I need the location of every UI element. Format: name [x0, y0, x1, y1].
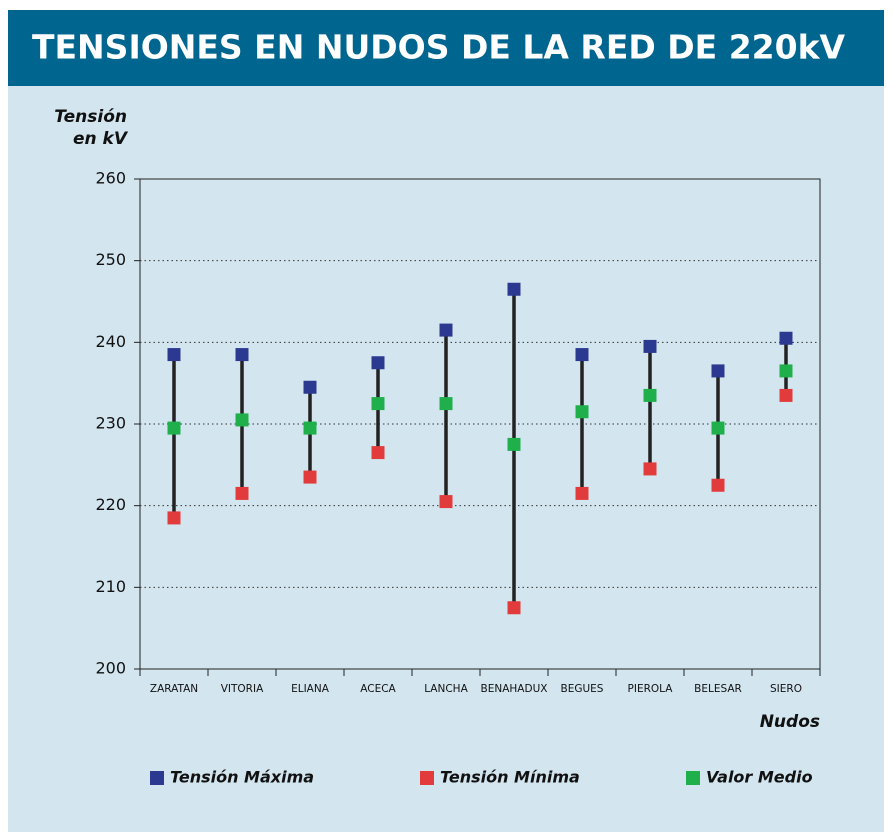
legend-swatch — [420, 771, 434, 785]
marker — [575, 405, 589, 419]
y-axis-label: Tensión — [54, 107, 127, 127]
legend-swatch — [150, 771, 164, 785]
marker — [303, 380, 317, 394]
title-bar — [8, 10, 884, 86]
marker — [507, 282, 521, 296]
marker — [643, 462, 657, 476]
marker — [779, 388, 793, 402]
marker — [235, 348, 249, 362]
marker — [303, 470, 317, 484]
x-tick-label: ELIANA — [291, 683, 330, 695]
x-tick-label: PIEROLA — [628, 683, 674, 695]
y-tick-label: 210 — [95, 577, 126, 596]
marker — [507, 437, 521, 451]
marker — [235, 486, 249, 500]
chart-title: TENSIONES EN NUDOS DE LA RED DE 220kV — [32, 28, 846, 67]
y-tick-label: 260 — [95, 169, 126, 188]
marker — [167, 421, 181, 435]
legend-label: Tensión Máxima — [170, 768, 314, 787]
x-tick-label: BENAHADUX — [481, 683, 548, 695]
x-tick-label: VITORIA — [221, 683, 264, 695]
y-tick-label: 220 — [95, 495, 126, 514]
marker — [711, 364, 725, 378]
x-tick-label: BEGUES — [561, 683, 604, 695]
marker — [779, 364, 793, 378]
marker — [235, 413, 249, 427]
marker — [711, 421, 725, 435]
marker — [371, 356, 385, 370]
marker — [643, 388, 657, 402]
legend-label: Tensión Mínima — [440, 768, 580, 787]
y-tick-label: 250 — [95, 250, 126, 269]
marker — [575, 486, 589, 500]
x-tick-label: ZARATAN — [150, 683, 198, 695]
y-tick-label: 240 — [95, 332, 126, 351]
marker — [507, 601, 521, 615]
marker — [711, 478, 725, 492]
y-tick-label: 200 — [95, 659, 126, 678]
x-tick-label: ACECA — [360, 683, 396, 695]
marker — [371, 446, 385, 460]
marker — [167, 511, 181, 525]
x-tick-label: BELESAR — [694, 683, 742, 695]
x-axis-label: Nudos — [760, 712, 820, 732]
y-axis-label: en kV — [73, 129, 129, 149]
marker — [575, 348, 589, 362]
marker — [167, 348, 181, 362]
y-tick-label: 230 — [95, 414, 126, 433]
legend-label: Valor Medio — [706, 768, 813, 787]
marker — [439, 323, 453, 337]
legend-swatch — [686, 771, 700, 785]
marker — [439, 397, 453, 411]
marker — [371, 397, 385, 411]
marker — [643, 339, 657, 353]
marker — [779, 331, 793, 345]
x-tick-label: SIERO — [770, 683, 802, 695]
marker — [303, 421, 317, 435]
marker — [439, 495, 453, 509]
x-tick-label: LANCHA — [424, 683, 468, 695]
